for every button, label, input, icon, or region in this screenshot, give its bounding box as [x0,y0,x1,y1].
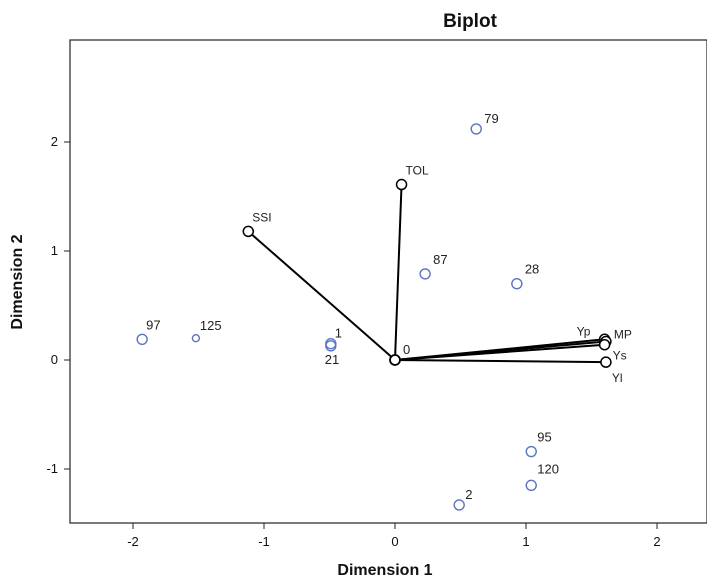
chart-title: Biplot [443,11,497,32]
vector-line-yl [394,359,606,364]
x-axis-label: Dimension 1 [337,562,432,579]
point-120 [525,479,537,492]
point-2 [453,499,465,511]
vector-line-ssi [247,230,396,361]
x-tick-label: 2 [653,534,660,549]
x-tick-label: 1 [522,534,529,549]
vector-endpoint-tol [395,178,408,191]
point-125 [191,334,201,343]
point-label-79: 79 [484,111,498,126]
vector-label-mp: MP [614,327,632,341]
vector-label-ys: Ys [613,349,627,363]
point-label-21: 21 [325,352,339,367]
vector-line-ys [394,343,605,361]
x-tick-label: -1 [258,534,270,549]
point-label-87: 87 [433,252,447,267]
x-tick-label: -2 [127,534,139,549]
point-87 [419,268,431,280]
vector-endpoint-ys [598,338,611,351]
y-tick-label: 2 [51,134,58,149]
point-label-1: 1 [335,326,342,341]
scatter-points: 79 87 28 97 125 1 21 95 120 2 [136,111,559,511]
vector-label-yl: Yl [612,371,623,385]
y-tick-label: 1 [51,243,58,258]
vector-lines: SSI TOL Yp MP Ys Yl 0 [242,164,632,385]
plot-area [69,39,707,524]
y-tick-label: 0 [51,352,58,367]
vector-line-tol [394,184,403,361]
point-label-28: 28 [525,262,539,277]
point-label-2: 2 [465,487,472,502]
point-label-97: 97 [146,317,160,332]
point-label-125: 125 [200,318,222,333]
origin-marker [389,354,401,366]
vector-label-yp: Yp [577,324,591,338]
point-97 [136,333,148,345]
point-79 [470,123,482,135]
y-tick-label: -1 [46,461,58,476]
point-95 [525,445,537,458]
y-axis-label: Dimension 2 [9,234,26,329]
point-label-120: 120 [537,461,559,476]
x-tick-label: 0 [391,534,398,549]
vector-label-tol: TOL [406,164,429,178]
axis-ticks: -2 -1 0 1 2 -1 0 1 2 [46,134,660,549]
origin-label: 0 [403,342,410,357]
vector-label-ssi: SSI [252,210,271,224]
point-28 [511,278,523,290]
vector-endpoint-yl [600,356,612,368]
point-label-95: 95 [537,430,551,445]
point-21 [325,340,337,352]
vector-endpoint-ssi [242,225,255,238]
